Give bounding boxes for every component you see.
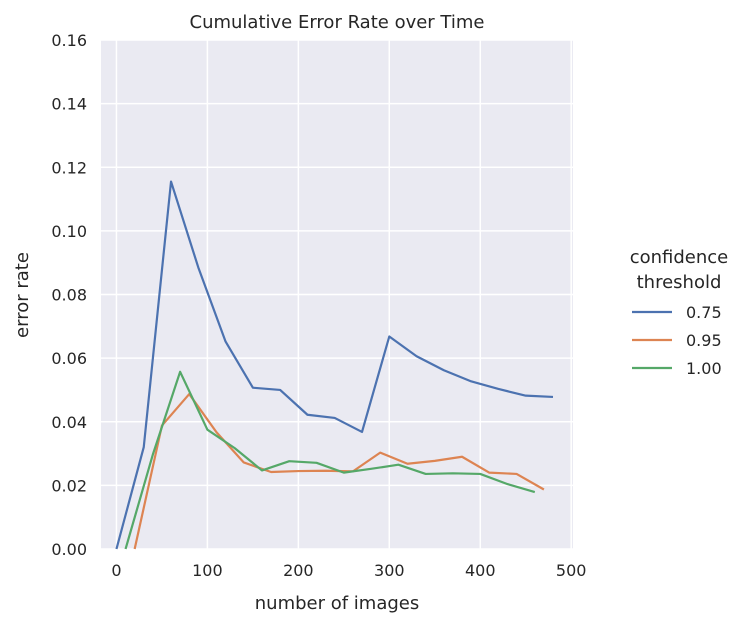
x-axis-label: number of images: [255, 593, 420, 614]
x-axis-ticks: 0 100 200 300 400 500: [111, 561, 586, 580]
y-tick-label: 0.06: [51, 349, 87, 368]
y-tick-label: 0.12: [51, 158, 87, 177]
y-axis-ticks: 0.00 0.02 0.04 0.06 0.08 0.10 0.12 0.14 0.16: [51, 31, 87, 559]
x-tick-label: 200: [283, 561, 314, 580]
legend: confidence threshold 0.75 0.95 1.00: [630, 247, 729, 378]
x-tick-label: 100: [192, 561, 223, 580]
x-tick-label: 300: [374, 561, 405, 580]
legend-title-line-1: confidence: [630, 247, 729, 268]
x-tick-label: 500: [556, 561, 587, 580]
y-tick-label: 0.02: [51, 476, 87, 495]
grid: [101, 39, 573, 550]
y-axis-label: error rate: [12, 252, 33, 338]
y-tick-label: 0.14: [51, 95, 87, 114]
x-tick-label: 400: [465, 561, 496, 580]
chart-title: Cumulative Error Rate over Time: [190, 12, 485, 33]
series-line-1.00: [124, 370, 536, 550]
y-tick-label: 0.04: [51, 413, 87, 432]
legend-label-0.95: 0.95: [686, 331, 722, 350]
y-tick-label: 0.08: [51, 286, 87, 305]
series-lines: [115, 180, 554, 550]
legend-title-line-2: threshold: [637, 272, 722, 293]
y-tick-label: 0.00: [51, 540, 87, 559]
y-tick-label: 0.10: [51, 222, 87, 241]
legend-label-0.75: 0.75: [686, 303, 722, 322]
x-tick-label: 0: [111, 561, 121, 580]
series-line-0.75: [115, 180, 554, 550]
legend-label-1.00: 1.00: [686, 359, 722, 378]
y-tick-label: 0.16: [51, 31, 87, 50]
